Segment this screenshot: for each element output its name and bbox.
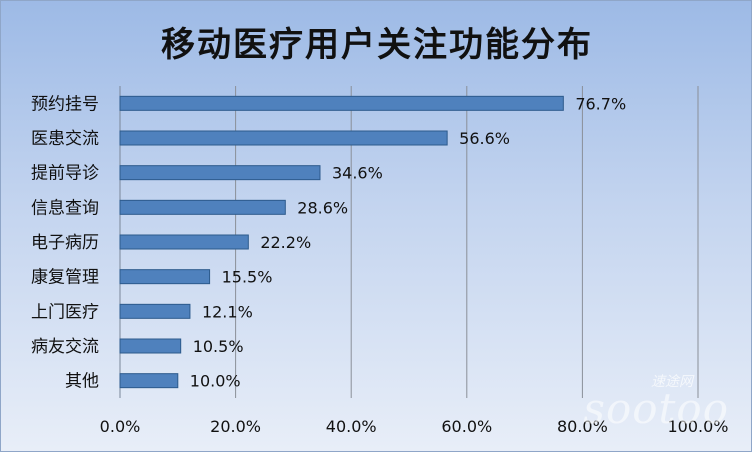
category-label: 其他 (65, 372, 99, 392)
bar (119, 234, 249, 250)
data-label: 12.1% (202, 302, 253, 321)
data-label: 10.0% (190, 372, 241, 391)
watermark-logo: sootoo (583, 384, 729, 433)
x-tick-label: 40.0% (326, 417, 377, 436)
bar (119, 373, 179, 389)
category-label: 提前导诊 (31, 164, 99, 184)
data-label: 15.5% (222, 268, 273, 287)
x-tick-label: 80.0% (557, 417, 608, 436)
bar (119, 269, 211, 285)
category-label: 上门医疗 (31, 302, 99, 322)
value-labels: 76.7% 56.6% 34.6% 28.6% 22.2% 15.5% 12.1% 10.5%… (190, 94, 626, 390)
data-label: 76.7% (575, 94, 626, 113)
data-label: 56.6% (459, 129, 510, 148)
data-label: 22.2% (260, 233, 311, 252)
x-tick-label: 100.0% (667, 417, 728, 436)
data-label: 34.6% (332, 164, 383, 183)
category-label: 医患交流 (31, 129, 99, 149)
category-label: 康复管理 (31, 268, 99, 288)
bar (119, 130, 448, 146)
bars (119, 95, 564, 389)
data-label: 28.6% (297, 198, 348, 217)
data-label: 10.5% (193, 337, 244, 356)
category-label: 预约挂号 (31, 94, 99, 114)
x-tick-label: 0.0% (100, 417, 141, 436)
category-label: 病友交流 (31, 337, 99, 357)
bar (119, 95, 564, 111)
bar (119, 338, 182, 354)
x-tick-label: 60.0% (441, 417, 492, 436)
category-label: 信息查询 (31, 198, 99, 218)
bar (119, 165, 321, 181)
bar (119, 199, 286, 215)
x-tick-label: 20.0% (210, 417, 261, 436)
watermark-subtext: 速途网 (651, 374, 693, 390)
category-label: 电子病历 (31, 233, 99, 253)
x-tick-labels: 0.0% 20.0% 40.0% 60.0% 80.0% 100.0% (100, 417, 729, 436)
bar (119, 303, 191, 319)
chart-title: 移动医疗用户关注功能分布 (161, 25, 593, 65)
